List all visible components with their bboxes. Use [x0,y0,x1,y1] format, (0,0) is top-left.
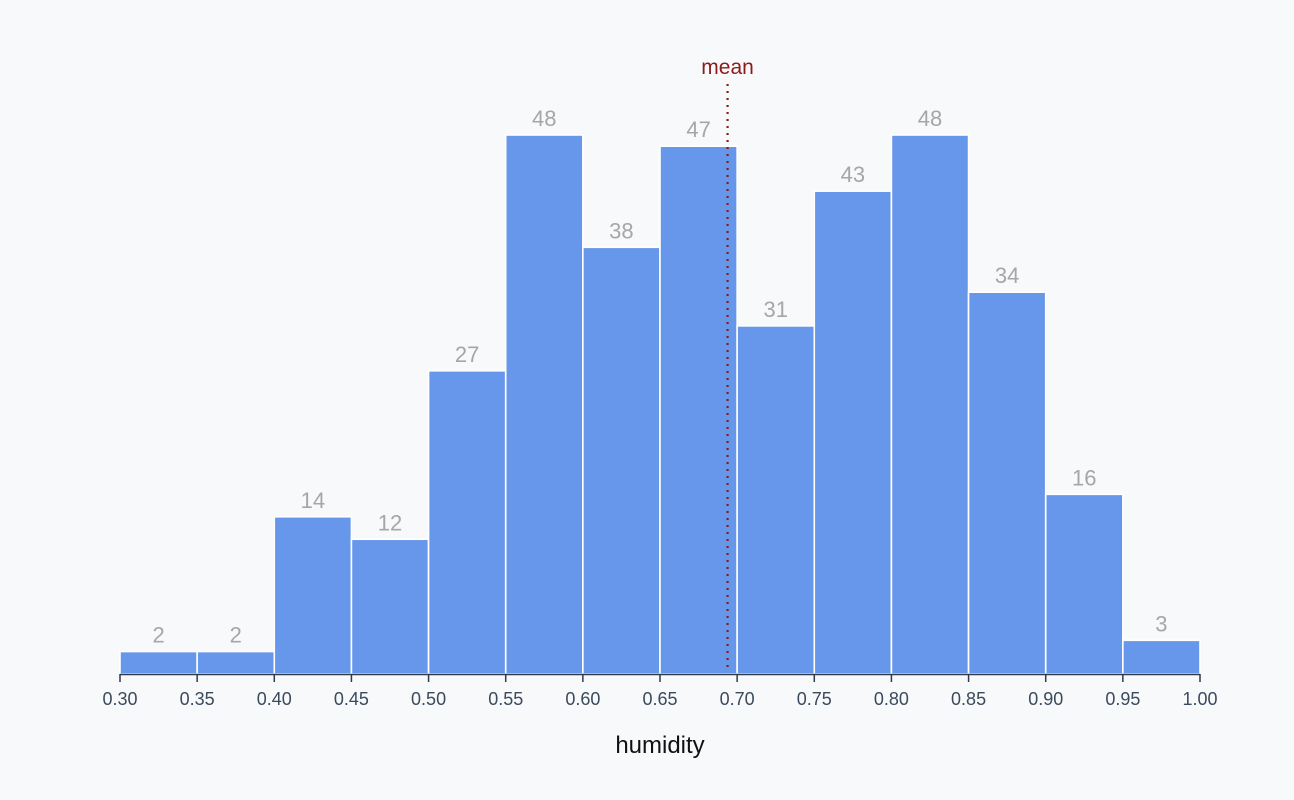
mean-label: mean [701,56,754,79]
histogram-bar [582,246,661,675]
histogram-bar [659,145,738,675]
bar-value-label: 48 [918,106,942,131]
bar-value-label: 43 [841,162,865,187]
histogram-bar [427,370,507,675]
histogram-bar [967,291,1047,675]
bar-value-label: 3 [1155,611,1167,636]
histogram-bar [350,538,430,675]
x-axis-title: humidity [615,732,704,759]
x-tick-label: 0.45 [334,689,369,709]
mean-layer: mean [701,56,754,672]
histogram-bar [890,134,970,675]
bar-value-label: 14 [301,488,325,513]
histogram-bar [1044,493,1124,675]
bar-value-label: 38 [609,218,633,243]
histogram-bar [1122,639,1201,675]
bar-value-label: 34 [995,263,1019,288]
bar-value-label: 48 [532,106,556,131]
histogram-bar [813,190,893,675]
x-tick-label: 0.75 [797,689,832,709]
x-tick-label: 0.90 [1028,689,1063,709]
x-tick-label: 0.80 [874,689,909,709]
x-tick-label: 0.35 [180,689,215,709]
histogram-bar [119,650,198,675]
histogram-bar [736,325,816,675]
bar-value-label: 27 [455,342,479,367]
x-tick-label: 1.00 [1182,689,1217,709]
x-tick-label: 0.85 [951,689,986,709]
bar-value-label: 31 [763,297,787,322]
x-tick-label: 0.30 [102,689,137,709]
x-tick-label: 0.65 [642,689,677,709]
x-axis: 0.30 0.35 0.40 0.45 0.50 0.55 0.60 0.65 0.70 0.75… [102,673,1218,709]
bar-value-label: 16 [1072,465,1096,490]
histogram-bar [273,515,353,675]
x-tick-label: 0.55 [488,689,523,709]
histogram-bar [504,134,584,675]
x-tick-label: 0.60 [565,689,600,709]
x-tick-label: 0.40 [257,689,292,709]
x-tick-label: 0.70 [720,689,755,709]
bar-value-label: 12 [378,510,402,535]
x-tick-label: 0.50 [411,689,446,709]
x-tick-label: 0.95 [1105,689,1140,709]
bar-value-label: 2 [152,623,164,648]
bar-value-label: 2 [230,623,242,648]
bars-layer [119,134,1201,675]
bar-value-label: 47 [686,117,710,142]
histogram-bar [196,650,276,675]
bar-labels-layer: 2 2 14 12 27 48 38 47 31 43 48 34 16 3 [152,106,1167,648]
